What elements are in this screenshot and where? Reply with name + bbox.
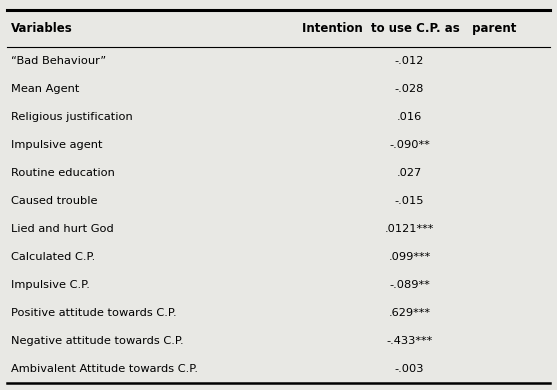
Text: Mean Agent: Mean Agent [11,84,80,94]
Text: Positive attitude towards C.P.: Positive attitude towards C.P. [11,308,177,318]
Text: .027: .027 [397,168,422,178]
Text: Religious justification: Religious justification [11,112,133,122]
Text: Caused trouble: Caused trouble [11,196,97,206]
Text: Negative attitude towards C.P.: Negative attitude towards C.P. [11,336,184,346]
Text: -.433***: -.433*** [386,336,433,346]
Text: Impulsive C.P.: Impulsive C.P. [11,280,90,290]
Text: -.090**: -.090** [389,140,430,150]
Text: Lied and hurt God: Lied and hurt God [11,224,114,234]
Text: .099***: .099*** [388,252,431,262]
Text: Routine education: Routine education [11,168,115,178]
Text: -.015: -.015 [395,196,424,206]
Text: “Bad Behaviour”: “Bad Behaviour” [11,56,106,66]
Text: -.012: -.012 [395,56,424,66]
Text: .629***: .629*** [388,308,431,318]
Text: -.003: -.003 [395,364,424,374]
Text: Calculated C.P.: Calculated C.P. [11,252,95,262]
Text: -.028: -.028 [395,84,424,94]
Text: .0121***: .0121*** [385,224,434,234]
Text: Ambivalent Attitude towards C.P.: Ambivalent Attitude towards C.P. [11,364,198,374]
Text: Impulsive agent: Impulsive agent [11,140,102,150]
Text: .016: .016 [397,112,422,122]
Text: Intention  to use C.P. as   parent: Intention to use C.P. as parent [302,22,516,35]
Text: -.089**: -.089** [389,280,430,290]
Text: Variables: Variables [11,22,73,35]
